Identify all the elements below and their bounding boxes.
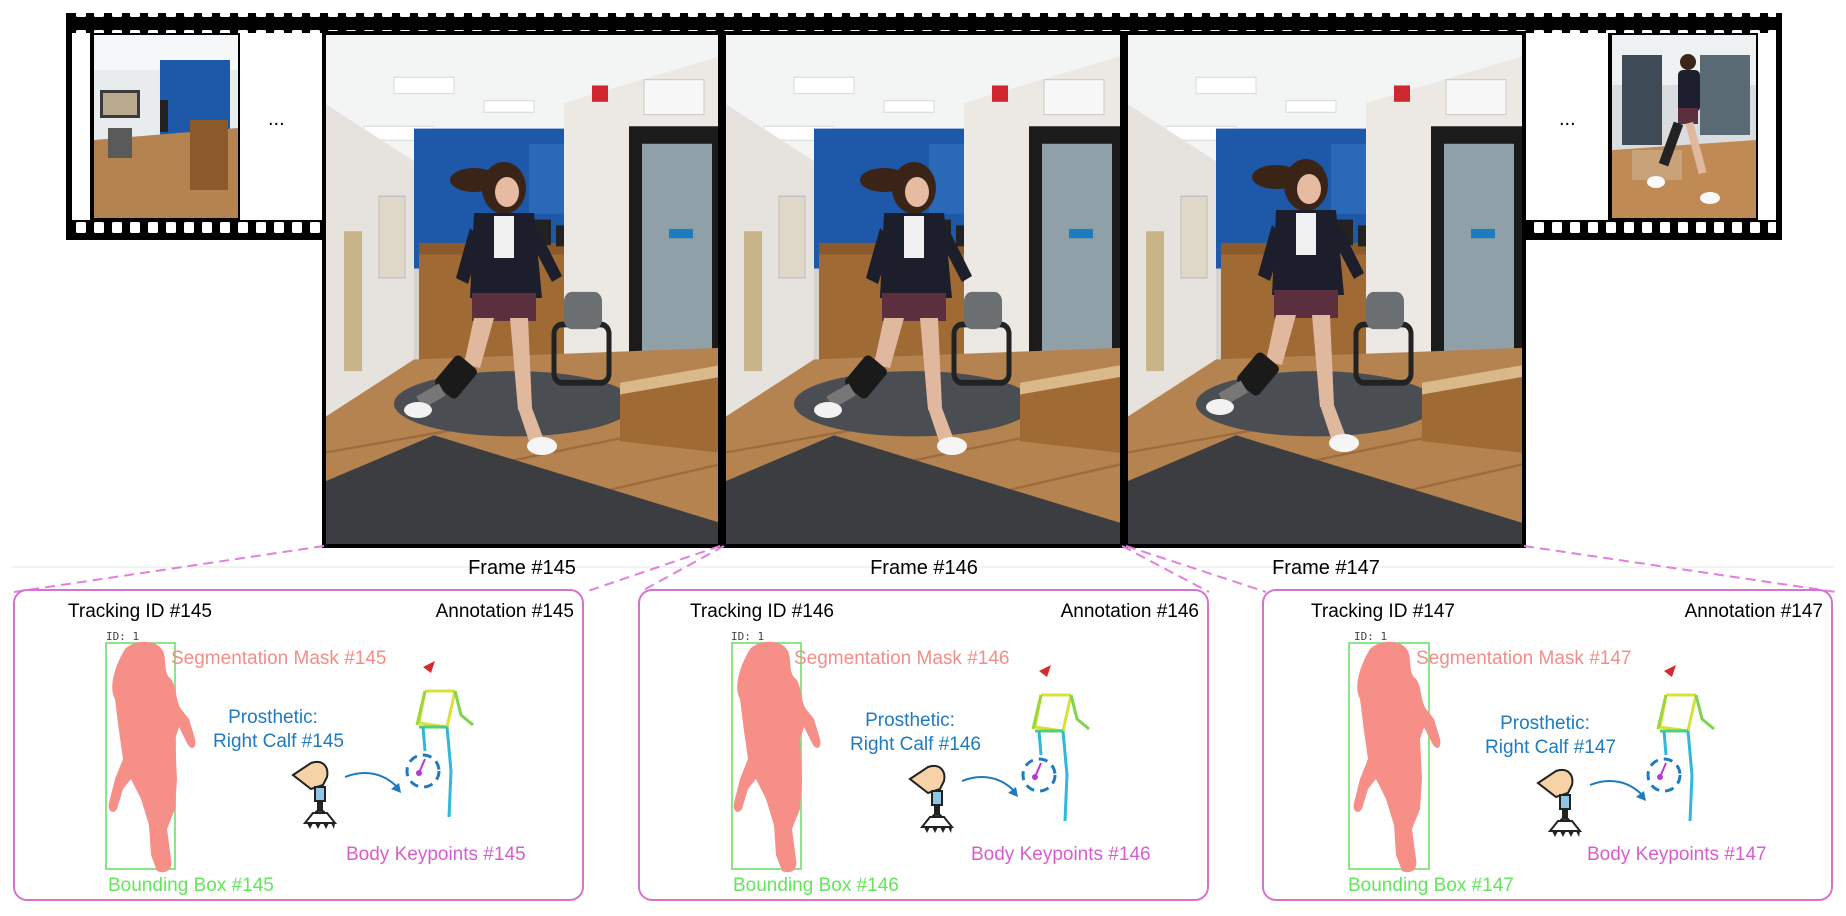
connector-145-right <box>584 545 721 593</box>
ellipsis-right: ... <box>1559 108 1576 130</box>
body-keypoints-label: Body Keypoints #147 <box>1587 844 1767 865</box>
arrow-icon <box>344 772 401 793</box>
prosthetic-leg-icon <box>909 764 953 834</box>
segmentation-mask-silhouette <box>733 641 821 873</box>
annotation-label: Annotation #147 <box>1684 601 1823 622</box>
annotation-label: Annotation #145 <box>435 601 574 622</box>
body-keypoints-skeleton <box>1021 663 1091 823</box>
bounding-box-label: Bounding Box #146 <box>733 875 899 896</box>
connector-145-left <box>13 545 325 593</box>
bounding-box-label: Bounding Box #145 <box>108 875 274 896</box>
frame-145-image <box>322 31 722 548</box>
connector-147-right <box>1523 545 1837 593</box>
film-strip <box>66 13 1782 240</box>
prosthetic-label-line2: Right Calf #146 <box>850 734 981 755</box>
connector-146-right <box>1121 545 1210 593</box>
prosthetic-label: Prosthetic: Right Calf #145 <box>213 706 344 754</box>
annotation-panel-147: Tracking ID #147 Annotation #147 ID: 1 S… <box>1262 589 1833 901</box>
prosthetic-label-line1: Prosthetic: <box>1500 713 1590 734</box>
connector-147-left <box>1125 545 1267 593</box>
frame-147-image <box>1124 31 1526 548</box>
tracking-id-label: Tracking ID #146 <box>690 601 834 622</box>
frame-label-147: Frame #147 <box>1272 557 1380 579</box>
segmentation-mask-label: Segmentation Mask #146 <box>794 648 1010 669</box>
arrow-icon <box>961 776 1018 797</box>
annotation-panel-146: Tracking ID #146 Annotation #146 ID: 1 S… <box>638 589 1209 901</box>
prosthetic-leg-icon <box>292 760 336 830</box>
segmentation-mask-label: Segmentation Mask #145 <box>171 648 387 669</box>
id-tag: ID: 1 <box>106 630 140 643</box>
annotation-label: Annotation #146 <box>1060 601 1199 622</box>
segmentation-mask-silhouette <box>1353 641 1441 873</box>
frame-146-image <box>722 31 1124 548</box>
bounding-box-label: Bounding Box #147 <box>1348 875 1514 896</box>
body-keypoints-skeleton <box>1646 663 1716 823</box>
id-tag: ID: 1 <box>1354 630 1388 643</box>
tracking-id-label: Tracking ID #145 <box>68 601 212 622</box>
thumbnail-start <box>94 35 238 218</box>
prosthetic-label-line2: Right Calf #145 <box>213 731 344 752</box>
segmentation-mask-silhouette <box>108 641 196 873</box>
segmentation-mask-label: Segmentation Mask #147 <box>1416 648 1632 669</box>
prosthetic-label-line1: Prosthetic: <box>865 710 955 731</box>
prosthetic-label-line2: Right Calf #147 <box>1485 737 1616 758</box>
body-keypoints-label: Body Keypoints #146 <box>971 844 1151 865</box>
body-keypoints-skeleton <box>405 659 475 819</box>
body-keypoints-label: Body Keypoints #145 <box>346 844 526 865</box>
tracking-id-label: Tracking ID #147 <box>1311 601 1455 622</box>
thumbnail-end <box>1612 35 1756 218</box>
arrow-icon <box>1589 780 1646 801</box>
main-frames <box>322 31 1526 548</box>
film-sprocket-top <box>66 13 1782 35</box>
frame-label-145: Frame #145 <box>468 557 576 579</box>
prosthetic-label: Prosthetic: Right Calf #147 <box>1485 712 1616 760</box>
frame-label-146: Frame #146 <box>870 557 978 579</box>
ellipsis-left: ... <box>268 108 285 130</box>
prosthetic-label-line1: Prosthetic: <box>228 707 318 728</box>
id-tag: ID: 1 <box>731 630 765 643</box>
prosthetic-label: Prosthetic: Right Calf #146 <box>850 709 981 757</box>
prosthetic-leg-icon <box>1537 768 1581 838</box>
annotation-panel-145: Tracking ID #145 Annotation #145 ID: 1 S… <box>13 589 584 901</box>
